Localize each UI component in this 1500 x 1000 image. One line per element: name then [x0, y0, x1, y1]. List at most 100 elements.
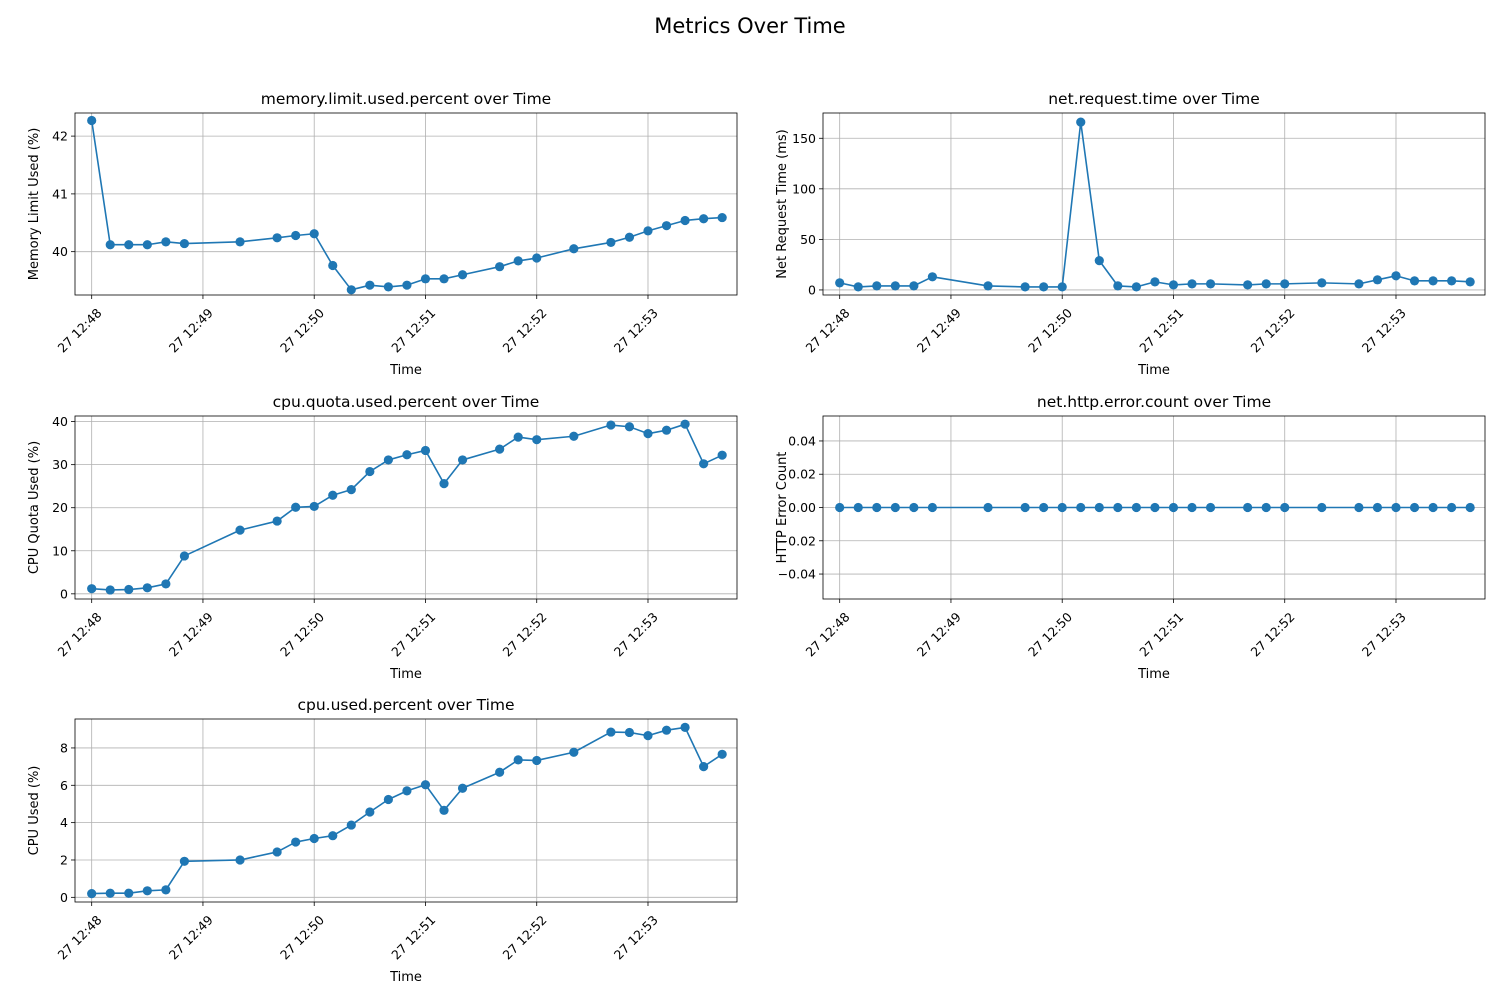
- data-point: [365, 466, 375, 477]
- y-tick-label: −0.02: [778, 533, 816, 548]
- chart-panel-4: 27 12:48 27 12:49 27 12:50 27 12:51 27 12:52…: [775, 393, 1486, 682]
- data-point: [606, 727, 616, 737]
- data-point: [699, 459, 709, 469]
- y-tick-label: 0: [60, 890, 68, 905]
- x-tick-label: 27 12:53: [1359, 305, 1409, 355]
- data-point: [927, 502, 938, 513]
- series-line: [839, 121, 1471, 288]
- data-point: [532, 435, 542, 445]
- data-point: [142, 886, 152, 896]
- x-tick-label: 27 12:49: [166, 609, 216, 659]
- data-point: [420, 780, 431, 790]
- data-point: [1039, 502, 1049, 513]
- x-tick-label: 27 12:53: [611, 912, 661, 962]
- data-point: [439, 479, 449, 489]
- data-point: [309, 229, 319, 239]
- x-tick-label: 27 12:51: [388, 305, 438, 355]
- data-point: [235, 525, 245, 535]
- y-tick-label: 150: [792, 131, 816, 146]
- chart-title: memory.limit.used.percent over Time: [261, 90, 551, 108]
- data-point: [272, 516, 282, 526]
- data-point: [1150, 277, 1160, 287]
- data-point: [1428, 502, 1438, 513]
- data-point: [179, 238, 190, 249]
- x-tick-label: 27 12:48: [802, 305, 852, 355]
- data-point: [161, 237, 171, 247]
- data-point: [439, 805, 449, 815]
- data-point: [1094, 502, 1104, 513]
- x-tick-label: 27 12:51: [388, 912, 438, 962]
- data-point: [1261, 502, 1271, 513]
- data-point: [161, 885, 171, 895]
- data-point: [1317, 502, 1327, 513]
- data-point: [124, 240, 134, 250]
- data-point: [1280, 279, 1290, 289]
- x-tick-label: 27 12:52: [1247, 609, 1297, 659]
- y-tick-label: 20: [52, 500, 68, 515]
- data-point: [1076, 502, 1086, 513]
- data-point: [1020, 502, 1030, 513]
- y-tick-label: 42: [52, 129, 68, 144]
- y-axis-label: CPU Used (%): [27, 766, 42, 856]
- data-point: [1205, 502, 1216, 513]
- chart-title: net.request.time over Time: [1048, 90, 1260, 108]
- data-point: [1057, 502, 1067, 513]
- data-point: [1447, 276, 1457, 286]
- data-point: [1428, 276, 1438, 286]
- data-point: [661, 425, 672, 435]
- data-point: [853, 282, 863, 292]
- y-tick-label: 50: [800, 232, 816, 247]
- data-point: [1243, 280, 1253, 290]
- data-point: [890, 502, 900, 513]
- series-line: [91, 726, 723, 895]
- data-point: [661, 221, 672, 231]
- x-tick-label: 27 12:52: [499, 609, 549, 659]
- data-point: [680, 419, 690, 429]
- data-point: [606, 237, 616, 248]
- y-tick-label: 100: [792, 181, 816, 196]
- figure-title: Metrics Over Time: [654, 14, 846, 38]
- data-point: [420, 274, 431, 284]
- data-point: [235, 237, 245, 247]
- data-point: [309, 833, 319, 844]
- data-point: [457, 783, 468, 793]
- x-tick-label: 27 12:49: [166, 912, 216, 962]
- x-tick-label: 27 12:53: [611, 609, 661, 659]
- data-point: [1409, 502, 1420, 513]
- data-point: [853, 502, 863, 513]
- data-point: [309, 501, 319, 512]
- chart-panel-5: 27 12:48 27 12:49 27 12:50 27 12:51 27 12:52…: [27, 696, 738, 985]
- y-tick-label: 0.00: [788, 500, 816, 515]
- data-point: [1131, 282, 1141, 292]
- data-point: [291, 230, 301, 241]
- x-tick-label: 27 12:49: [166, 305, 216, 355]
- data-point: [1354, 502, 1364, 513]
- axes-frame: [74, 718, 738, 903]
- data-point: [346, 820, 356, 830]
- data-point: [291, 837, 301, 847]
- data-point: [457, 455, 468, 465]
- data-point: [383, 455, 393, 465]
- data-point: [291, 502, 301, 512]
- x-tick-label: 27 12:48: [802, 609, 852, 659]
- y-axis-label: Net Request Time (ms): [775, 129, 790, 278]
- x-tick-label: 27 12:53: [1359, 609, 1409, 659]
- data-point: [513, 432, 523, 442]
- y-axis-label: HTTP Error Count: [775, 452, 790, 564]
- data-point: [624, 727, 635, 738]
- x-tick-label: 27 12:50: [277, 912, 327, 962]
- y-tick-label: −0.04: [778, 567, 816, 582]
- y-tick-label: 8: [60, 740, 68, 755]
- data-point: [495, 767, 505, 777]
- data-point: [1391, 502, 1401, 513]
- data-point: [1094, 256, 1104, 266]
- data-point: [142, 240, 152, 250]
- x-tick-label: 27 12:52: [499, 912, 549, 962]
- series-line: [91, 423, 723, 591]
- data-point: [835, 278, 845, 288]
- data-point: [1076, 117, 1086, 127]
- data-point: [105, 888, 115, 898]
- data-point: [1447, 502, 1457, 513]
- data-point: [402, 450, 412, 460]
- data-point: [328, 260, 338, 271]
